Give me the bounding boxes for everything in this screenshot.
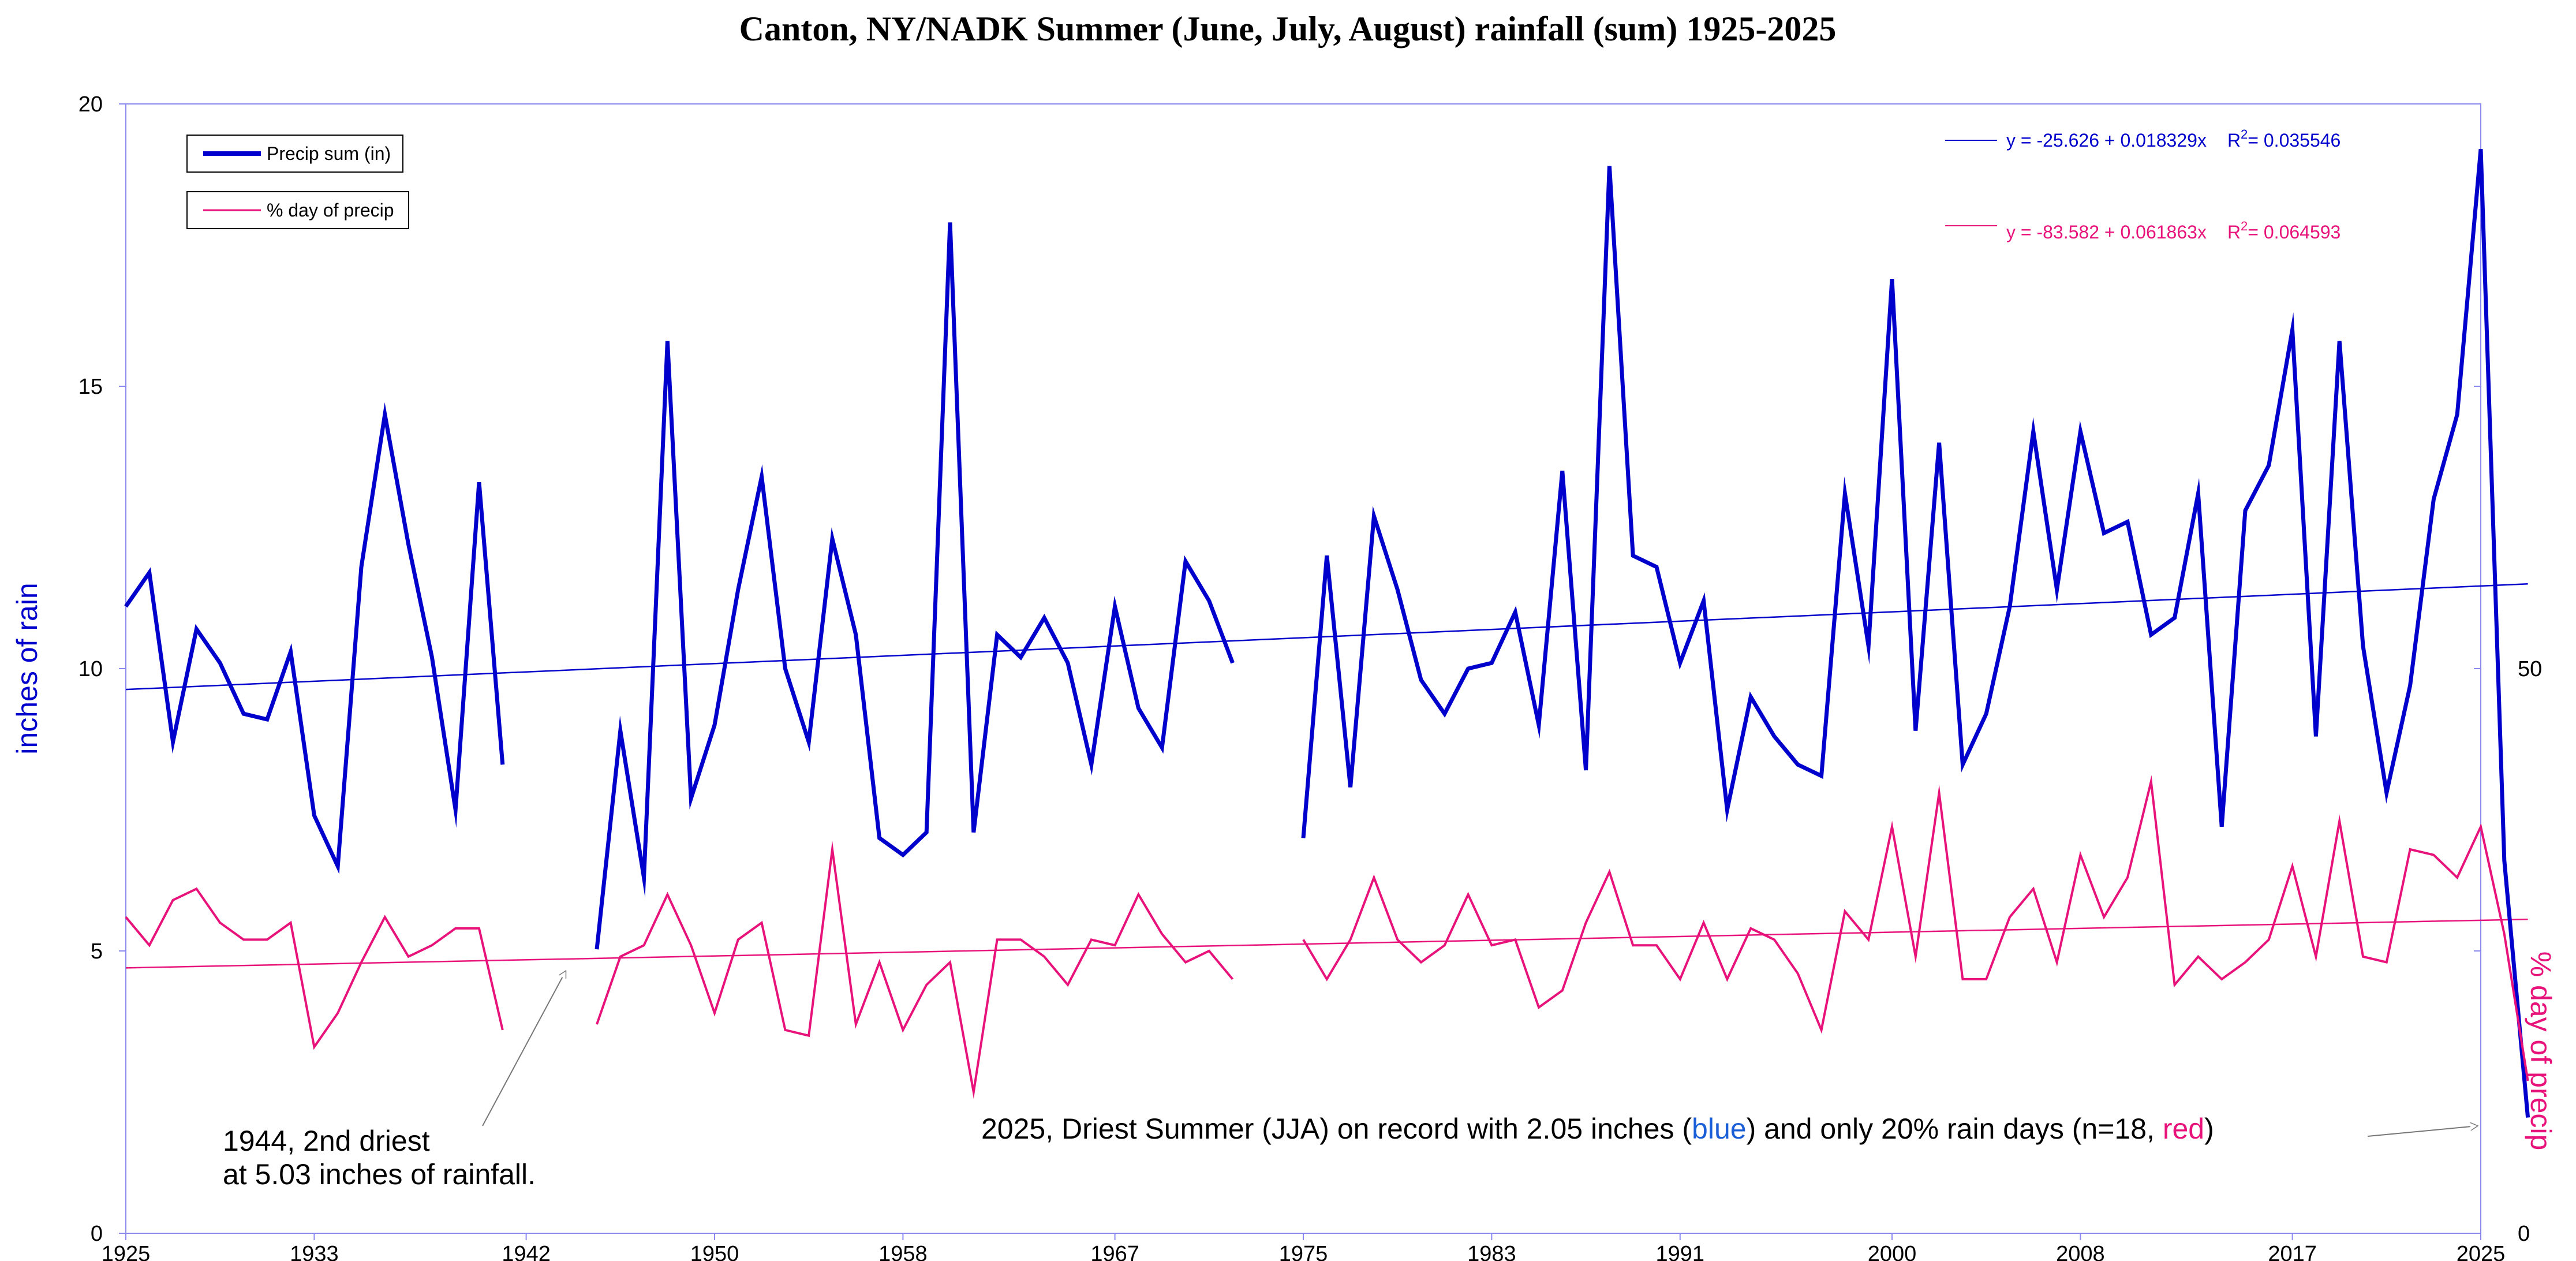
trend-r2-label-precip: R [2227,130,2241,151]
annotation-2025-suffix: ) [2204,1113,2214,1145]
y-axis-left: 0 5 10 15 20 [78,92,126,1246]
x-tick-label: 1958 [878,1242,928,1261]
annotation-1944: 1944, 2nd driest at 5.03 inches of rainf… [223,971,566,1191]
trend-equation-days: y = -83.582 + 0.061863x R2= 0.064593 [1945,219,2341,242]
annotation-2025-text: 2025, Driest Summer (JJA) on record with… [981,1113,2214,1145]
y-left-tick-label: 10 [78,657,103,681]
legend-item-precip: Precip sum (in) [186,135,403,173]
annotation-2025-red: red [2163,1113,2204,1145]
y-axis-right: 0 50 [2474,103,2542,1246]
x-tick-label: 1950 [690,1242,739,1261]
series-line-days [125,775,2529,1099]
annotation-1944-line1: 1944, 2nd driest [223,1125,430,1157]
legend-item-days: % day of precip [186,191,409,229]
x-tick-label: 2008 [2056,1242,2105,1261]
trend-r2-label-days: R [2227,222,2241,242]
x-tick-label: 1942 [502,1242,551,1261]
trend-equation-precip: y = -25.626 + 0.018329x R2= 0.035546 [1945,127,2341,151]
trend-equation-text-days: y = -83.582 + 0.061863x R2= 0.064593 [2006,219,2341,242]
annotation-1944-line2: at 5.03 inches of rainfall. [223,1158,536,1191]
y-left-tick-label: 5 [91,939,103,964]
trendline-precip [125,583,2528,691]
x-tick-label: 1975 [1279,1242,1328,1261]
annotation-2025-prefix: 2025, Driest Summer (JJA) on record with… [981,1113,1692,1145]
trendline-days [125,918,2528,969]
trend-equation-formula-days: y = -83.582 + 0.061863x [2006,222,2207,242]
trend-r2-value-precip: = 0.035546 [2248,130,2341,151]
trendlines [125,583,2528,969]
annotation-2025: 2025, Driest Summer (JJA) on record with… [981,1113,2477,1145]
x-tick-label: 2017 [2268,1242,2317,1261]
x-tick-label: 1967 [1090,1242,1139,1261]
legend-label-days: % day of precip [267,200,394,221]
annotation-2025-blue: blue [1692,1113,1747,1145]
trend-equation-text-precip: y = -25.626 + 0.018329x R2= 0.035546 [2006,127,2341,151]
annotation-1944-arrow [482,971,566,1126]
annotation-2025-arrow [2367,1126,2477,1137]
x-tick-label: 1983 [1467,1242,1516,1261]
y-left-tick-label: 20 [78,92,103,117]
x-tick-label: 1933 [290,1242,339,1261]
trend-r2-sup-precip: 2 [2241,127,2248,141]
series-line-precip [124,148,2530,1118]
trend-r2-sup-days: 2 [2241,219,2248,233]
plot-area-frame [125,103,2481,1234]
trend-r2-value-days: = 0.064593 [2248,222,2341,242]
y-axis-left-title: inches of rain [11,583,43,754]
chart-title: Canton, NY/NADK Summer (June, July, Augu… [739,10,1837,48]
data-series [124,148,2530,1118]
trend-equation-formula-precip: y = -25.626 + 0.018329x [2006,130,2207,151]
legend: Precip sum (in) % day of precip [186,135,409,229]
x-tick-label: 1991 [1656,1242,1705,1261]
x-tick-label: 2025 [2457,1242,2506,1261]
x-tick-label: 1925 [102,1242,151,1261]
x-tick-label: 2000 [1868,1242,1917,1261]
annotation-2025-mid: ) and only 20% rain days (n=18, [1747,1113,2163,1145]
y-axis-right-title: % day of precip [2525,952,2557,1151]
y-left-tick-label: 0 [91,1222,103,1246]
y-right-tick-label: 0 [2518,1222,2530,1246]
y-right-tick-label: 50 [2518,657,2542,681]
x-axis: 1925 1933 1942 1950 1958 1967 1975 1983 1991 2000… [102,1233,2506,1261]
legend-label-precip: Precip sum (in) [267,143,391,164]
y-left-tick-label: 15 [78,375,103,399]
